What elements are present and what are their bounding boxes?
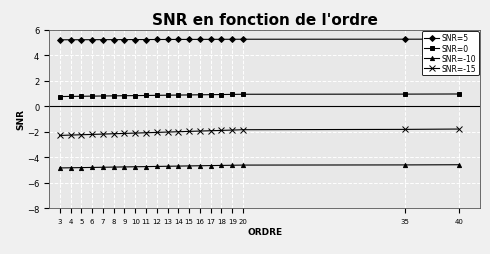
SNR=5 [132,39,138,42]
SNR=-10 [240,164,246,167]
SNR=0 [240,93,246,97]
SNR=5 [240,39,246,42]
SNR=-10 [402,164,408,167]
SNR=-15 [240,129,246,132]
SNR=5 [154,39,160,42]
SNR=5 [143,39,149,42]
SNR=0 [402,93,408,96]
SNR=5 [89,39,95,42]
SNR=5 [57,39,63,42]
SNR=0 [132,95,138,98]
SNR=-15 [68,134,74,137]
SNR=-10 [186,165,192,168]
SNR=5 [456,38,462,41]
SNR=-10 [154,165,160,168]
SNR=0 [57,96,63,99]
Legend: SNR=5, SNR=0, SNR=-10, SNR=-15: SNR=5, SNR=0, SNR=-10, SNR=-15 [422,32,479,76]
SNR=0 [100,95,106,98]
SNR=-15 [111,133,117,136]
SNR=-10 [175,165,181,168]
SNR=5 [219,39,224,42]
Line: SNR=5: SNR=5 [58,38,461,43]
SNR=5 [402,39,408,42]
SNR=-10 [197,165,203,168]
SNR=-10 [132,166,138,169]
SNR=0 [78,95,84,98]
SNR=0 [89,95,95,98]
SNR=-15 [186,130,192,133]
SNR=-15 [402,128,408,131]
SNR=5 [111,39,117,42]
SNR=-10 [229,164,235,167]
SNR=0 [208,94,214,97]
SNR=-15 [229,129,235,132]
Line: SNR=-10: SNR=-10 [58,163,461,170]
SNR=0 [456,93,462,96]
SNR=-10 [68,167,74,170]
SNR=-10 [208,164,214,167]
SNR=-15 [78,134,84,137]
SNR=0 [68,96,74,99]
X-axis label: ORDRE: ORDRE [247,227,282,236]
SNR=-15 [219,129,224,132]
SNR=-15 [132,132,138,135]
SNR=0 [111,95,117,98]
SNR=-10 [78,166,84,169]
SNR=-10 [100,166,106,169]
SNR=-15 [100,133,106,136]
SNR=-10 [122,166,127,169]
SNR=5 [208,39,214,42]
SNR=-15 [154,131,160,134]
SNR=0 [122,95,127,98]
SNR=0 [219,94,224,97]
SNR=0 [197,94,203,97]
SNR=-10 [57,167,63,170]
SNR=-15 [197,130,203,133]
SNR=-15 [208,130,214,133]
SNR=-15 [143,132,149,135]
SNR=0 [175,94,181,97]
Line: SNR=0: SNR=0 [58,92,461,99]
Line: SNR=-15: SNR=-15 [57,127,462,139]
SNR=5 [175,39,181,42]
SNR=-10 [219,164,224,167]
SNR=0 [143,94,149,98]
SNR=5 [186,39,192,42]
SNR=5 [197,39,203,42]
SNR=-10 [456,164,462,167]
SNR=0 [165,94,171,97]
SNR=-10 [89,166,95,169]
SNR=-15 [175,131,181,134]
SNR=5 [229,39,235,42]
SNR=-10 [165,165,171,168]
SNR=-15 [57,134,63,137]
SNR=5 [78,39,84,42]
SNR=0 [154,94,160,98]
SNR=-15 [456,128,462,131]
SNR=5 [100,39,106,42]
SNR=5 [165,39,171,42]
SNR=0 [229,93,235,97]
SNR=-15 [89,133,95,136]
Y-axis label: SNR: SNR [17,109,25,130]
Title: SNR en fonction de l'ordre: SNR en fonction de l'ordre [152,13,377,28]
SNR=0 [186,94,192,97]
SNR=5 [68,39,74,42]
SNR=5 [122,39,127,42]
SNR=-10 [111,166,117,169]
SNR=-15 [122,132,127,135]
SNR=-10 [143,165,149,168]
SNR=-15 [165,131,171,134]
